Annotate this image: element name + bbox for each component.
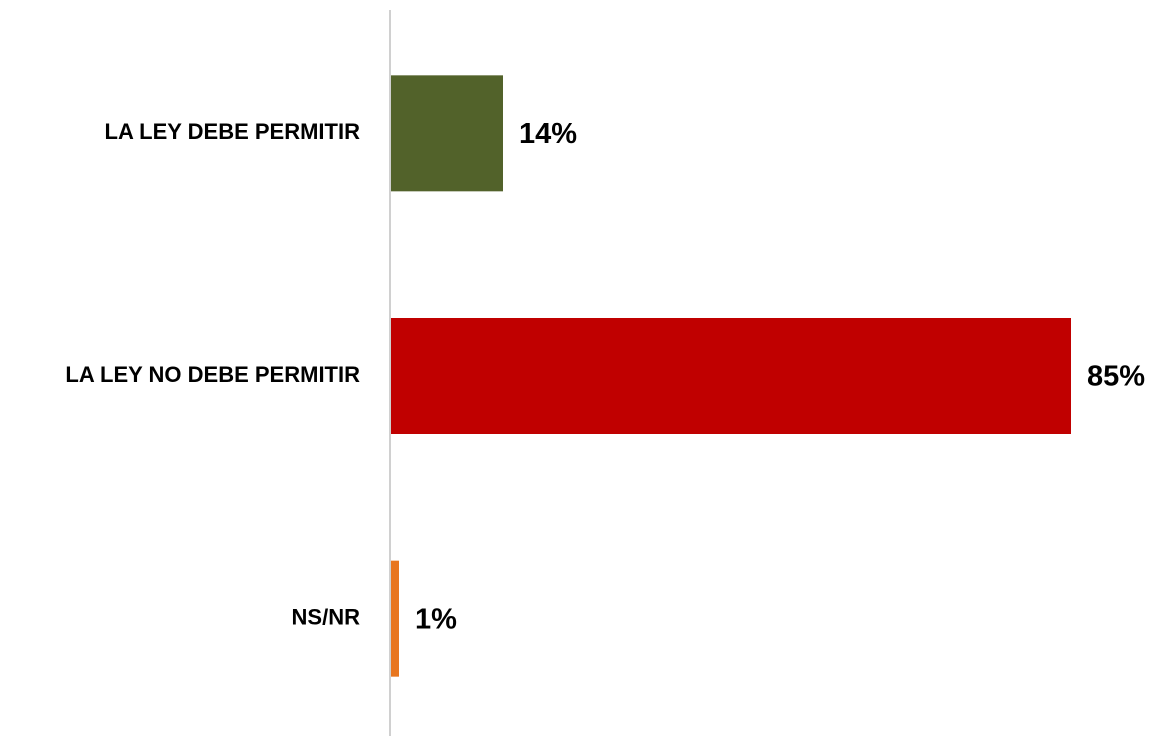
category-label: LA LEY NO DEBE PERMITIR (65, 362, 360, 387)
value-label: 85% (1087, 361, 1145, 393)
bar (391, 318, 1071, 434)
value-label: 1% (415, 603, 457, 635)
value-label: 14% (519, 118, 577, 150)
bar (391, 560, 399, 677)
category-label: LA LEY DEBE PERMITIR (105, 119, 361, 144)
category-label: NS/NR (292, 604, 361, 629)
bar (391, 75, 503, 192)
